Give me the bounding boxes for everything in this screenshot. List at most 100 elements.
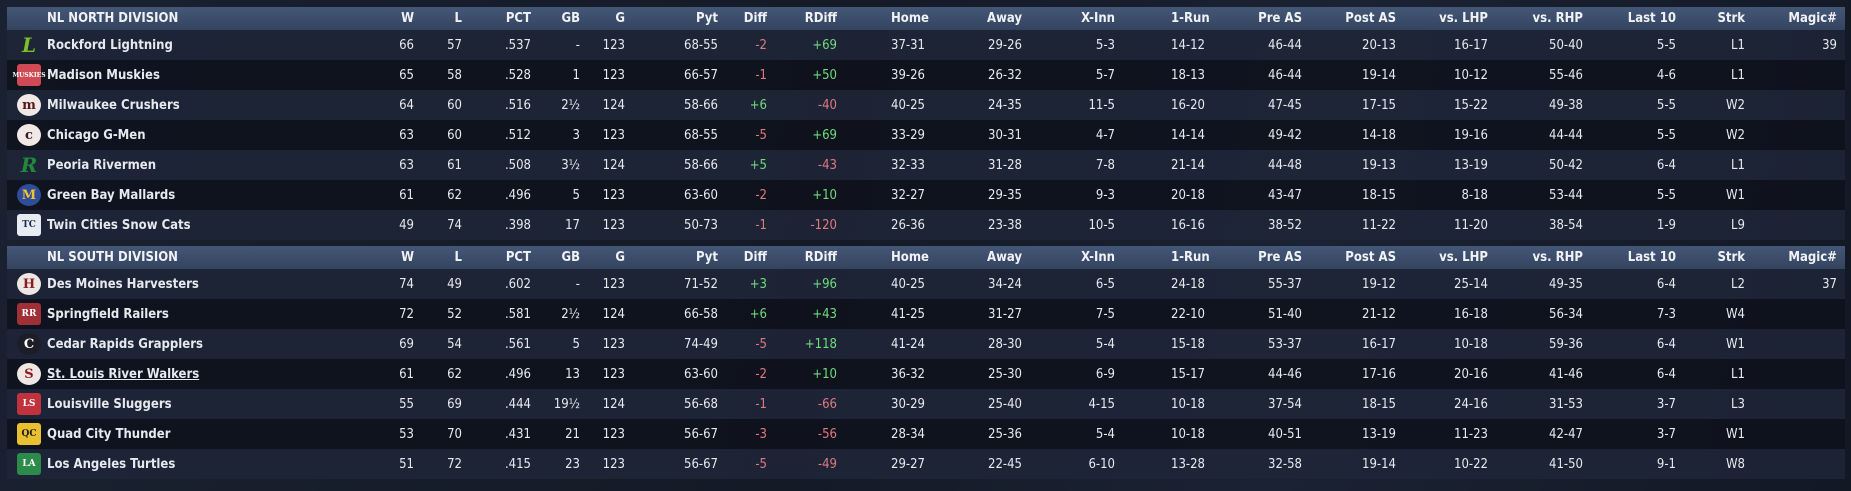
stat-pre-as: 38-52	[1268, 217, 1302, 233]
stat-w: 55	[399, 396, 414, 412]
column-header-l[interactable]: L	[454, 250, 462, 265]
column-header-pre-as[interactable]: Pre AS	[1258, 250, 1302, 265]
stat-gb: 1	[572, 67, 580, 83]
stat-vs-lhp: 24-16	[1454, 396, 1488, 412]
team-name-link[interactable]: Twin Cities Snow Cats	[47, 217, 191, 233]
column-header-x-inn[interactable]: X-Inn	[1081, 11, 1115, 26]
team-name-link[interactable]: Quad City Thunder	[47, 426, 171, 442]
column-header-g[interactable]: G	[615, 11, 625, 26]
team-row[interactable]: S St. Louis River Walkers 61 62 .496 13 123 63-…	[7, 359, 1845, 389]
stat-post-as: 16-17	[1362, 336, 1396, 352]
team-row[interactable]: m Milwaukee Crushers 64 60 .516 2½ 124 58-66 +6 -…	[7, 90, 1845, 120]
team-name-link[interactable]: Madison Muskies	[47, 67, 160, 83]
team-row[interactable]: L Rockford Lightning 66 57 .537 - 123 68-55 -2 +6…	[7, 30, 1845, 60]
column-header-diff[interactable]: Diff	[743, 11, 767, 26]
stat-l: 52	[447, 306, 462, 322]
team-name-link[interactable]: Peoria Rivermen	[47, 157, 157, 173]
column-header-g[interactable]: G	[615, 250, 625, 265]
stat-home: 36-32	[891, 366, 925, 382]
team-name-link[interactable]: Des Moines Harvesters	[47, 276, 199, 292]
column-header-streak[interactable]: Strk	[1717, 250, 1745, 265]
column-header-rdiff[interactable]: RDiff	[804, 11, 837, 26]
stat-last-10: 6-4	[1656, 336, 1676, 352]
column-header-home[interactable]: Home	[891, 11, 929, 26]
stat-rdiff: +43	[812, 306, 837, 322]
team-name-link[interactable]: Springfield Railers	[47, 306, 169, 322]
column-header-pyt[interactable]: Pyt	[695, 250, 718, 265]
stat-one-run: 16-16	[1171, 217, 1205, 233]
stat-diff: -1	[755, 67, 767, 83]
column-header-home[interactable]: Home	[891, 250, 929, 265]
stat-w: 66	[399, 37, 414, 53]
stat-last-10: 5-5	[1656, 97, 1676, 113]
column-header-rdiff[interactable]: RDiff	[804, 250, 837, 265]
team-row[interactable]: R Peoria Rivermen 63 61 .508 3½ 124 58-66 +5 -43 3…	[7, 150, 1845, 180]
team-name-link[interactable]: Chicago G-Men	[47, 127, 146, 143]
stat-post-as: 11-22	[1362, 217, 1396, 233]
team-row[interactable]: TC Twin Cities Snow Cats 49 74 .398 17 123 50-7…	[7, 210, 1845, 240]
column-header-post-as[interactable]: Post AS	[1345, 250, 1396, 265]
column-header-one-run[interactable]: 1-Run	[1171, 250, 1210, 265]
column-header-diff[interactable]: Diff	[743, 250, 767, 265]
stat-last-10: 5-5	[1656, 127, 1676, 143]
stat-x-inn: 11-5	[1088, 97, 1115, 113]
team-row[interactable]: H Des Moines Harvesters 74 49 .602 - 123 71-52 +…	[7, 269, 1845, 299]
team-row[interactable]: M Green Bay Mallards 61 62 .496 5 123 63-60 -2 +1…	[7, 180, 1845, 210]
column-header-last-10[interactable]: Last 10	[1627, 11, 1676, 26]
column-header-l[interactable]: L	[454, 11, 462, 26]
column-header-post-as[interactable]: Post AS	[1345, 11, 1396, 26]
column-header-pct[interactable]: PCT	[505, 11, 531, 26]
column-header-pyt[interactable]: Pyt	[695, 11, 718, 26]
stat-vs-lhp: 16-17	[1454, 37, 1488, 53]
team-name-link[interactable]: Green Bay Mallards	[47, 187, 176, 203]
team-row[interactable]: RR Springfield Railers 72 52 .581 2½ 124 66-58 +…	[7, 299, 1845, 329]
column-header-vs-lhp[interactable]: vs. LHP	[1439, 11, 1488, 26]
stat-magic-number	[1747, 210, 1837, 240]
team-row[interactable]: MUSKIES Madison Muskies 65 58 .528 1 123 66-57 -…	[7, 60, 1845, 90]
stat-l: 49	[447, 276, 462, 292]
column-header-gb[interactable]: GB	[561, 11, 580, 26]
team-name-link[interactable]: Los Angeles Turtles	[47, 456, 176, 472]
stat-x-inn: 5-4	[1095, 426, 1115, 442]
team-row[interactable]: LA Los Angeles Turtles 51 72 .415 23 123 56-67 -…	[7, 449, 1845, 479]
column-header-streak[interactable]: Strk	[1717, 11, 1745, 26]
column-header-w[interactable]: W	[401, 11, 414, 26]
column-header-vs-lhp[interactable]: vs. LHP	[1439, 250, 1488, 265]
team-logo-icon: LA	[17, 453, 41, 475]
stat-streak: W2	[1725, 97, 1745, 113]
stat-post-as: 17-15	[1362, 97, 1396, 113]
stat-away: 26-32	[988, 67, 1022, 83]
stat-pct: .516	[504, 97, 531, 113]
column-header-pct[interactable]: PCT	[505, 250, 531, 265]
column-header-away[interactable]: Away	[987, 11, 1022, 26]
column-header-magic-number[interactable]: Magic#	[1788, 250, 1837, 265]
column-header-one-run[interactable]: 1-Run	[1171, 11, 1210, 26]
stat-magic-number	[1747, 180, 1837, 210]
column-header-w[interactable]: W	[401, 250, 414, 265]
stat-gb: 3½	[561, 157, 580, 173]
team-name-link[interactable]: Cedar Rapids Grapplers	[47, 336, 203, 352]
column-header-gb[interactable]: GB	[561, 250, 580, 265]
team-row[interactable]: QC Quad City Thunder 53 70 .431 21 123 56-67 -3 -…	[7, 419, 1845, 449]
column-header-vs-rhp[interactable]: vs. RHP	[1532, 11, 1583, 26]
column-header-magic-number[interactable]: Magic#	[1788, 11, 1837, 26]
team-row[interactable]: C Cedar Rapids Grapplers 69 54 .561 5 123 74-49…	[7, 329, 1845, 359]
team-row[interactable]: LS Louisville Sluggers 55 69 .444 19½ 124 56-68…	[7, 389, 1845, 419]
team-name-link[interactable]: Milwaukee Crushers	[47, 97, 180, 113]
stat-vs-rhp: 53-44	[1549, 187, 1583, 203]
column-header-pre-as[interactable]: Pre AS	[1258, 11, 1302, 26]
team-name-link[interactable]: Louisville Sluggers	[47, 396, 172, 412]
stat-post-as: 20-13	[1362, 37, 1396, 53]
column-header-x-inn[interactable]: X-Inn	[1081, 250, 1115, 265]
team-row[interactable]: c Chicago G-Men 63 60 .512 3 123 68-55 -5 +69 33-2…	[7, 120, 1845, 150]
stat-diff: +6	[749, 306, 767, 322]
column-header-away[interactable]: Away	[987, 250, 1022, 265]
stat-w: 74	[399, 276, 414, 292]
stat-gb: 23	[565, 456, 580, 472]
stat-home: 37-31	[891, 37, 925, 53]
team-name-link[interactable]: Rockford Lightning	[47, 37, 173, 53]
stat-magic-number	[1747, 419, 1837, 449]
column-header-last-10[interactable]: Last 10	[1627, 250, 1676, 265]
team-name-link[interactable]: St. Louis River Walkers	[47, 366, 200, 382]
column-header-vs-rhp[interactable]: vs. RHP	[1532, 250, 1583, 265]
